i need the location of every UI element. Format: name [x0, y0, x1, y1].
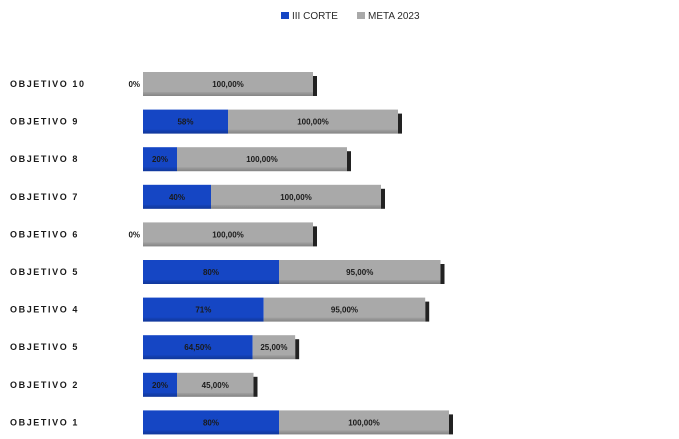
- data-label-iii-corte: 0%: [128, 80, 140, 89]
- bar-depth-shade: [381, 188, 385, 209]
- data-label-meta-2023: 95,00%: [346, 268, 373, 277]
- legend-label-iii-corte: III CORTE: [292, 11, 338, 22]
- data-label-iii-corte: 0%: [128, 230, 140, 239]
- bar-bottom-shade: [143, 355, 296, 360]
- bar-data-labels: 0% 100,00% 58% 100,00% 20% 100,00% 40% 100,00% 0…: [128, 80, 379, 427]
- bar-depth-shade: [449, 414, 453, 435]
- legend-label-meta-2023: META 2023: [368, 11, 420, 22]
- category-label: OBJETIVO 9: [10, 117, 79, 127]
- data-label-meta-2023: 95,00%: [331, 306, 358, 315]
- legend-swatch-meta-2023: [357, 12, 365, 19]
- data-label-iii-corte: 71%: [195, 306, 211, 315]
- category-label: OBJETIVO 1: [10, 417, 79, 427]
- category-label: OBJETIVO 7: [10, 192, 79, 202]
- legend-swatch-iii-corte: [281, 12, 289, 19]
- bar-depth-shade: [253, 376, 258, 397]
- data-label-meta-2023: 100,00%: [212, 80, 244, 89]
- data-label-iii-corte: 80%: [203, 268, 219, 277]
- bar-bottom-shade: [143, 317, 426, 322]
- category-label: OBJETIVO 5: [10, 342, 79, 352]
- data-label-iii-corte: 58%: [177, 118, 193, 127]
- category-label: OBJETIVO 5: [10, 267, 79, 277]
- bar-bottom-shade: [143, 92, 313, 96]
- category-label: OBJETIVO 10: [10, 79, 86, 89]
- data-label-meta-2023: 25,00%: [260, 343, 287, 352]
- data-label-meta-2023: 100,00%: [297, 118, 329, 127]
- legend-item-meta-2023: META 2023: [357, 11, 420, 22]
- bar-bottom-shade: [143, 430, 449, 435]
- category-label: OBJETIVO 4: [10, 305, 79, 315]
- category-label: OBJETIVO 8: [10, 154, 79, 164]
- bar-bottom-shade: [143, 129, 398, 134]
- data-label-iii-corte: 20%: [152, 155, 168, 164]
- bar-depth-shade: [440, 264, 445, 284]
- data-label-meta-2023: 100,00%: [280, 193, 312, 202]
- bar-bottom-shade: [143, 204, 381, 209]
- data-label-meta-2023: 45,00%: [202, 381, 229, 390]
- category-axis-labels: OBJETIVO 10 OBJETIVO 9 OBJETIVO 8 OBJETIVO …: [10, 79, 86, 427]
- data-label-meta-2023: 100,00%: [348, 418, 380, 427]
- bar-depth-shade: [313, 76, 317, 96]
- data-label-iii-corte: 80%: [203, 418, 219, 427]
- data-label-iii-corte: 64,50%: [184, 343, 211, 352]
- bar-depth-shade: [347, 151, 351, 172]
- data-label-meta-2023: 100,00%: [212, 230, 244, 239]
- bar-depth-shade: [313, 226, 317, 247]
- data-label-iii-corte: 20%: [152, 381, 168, 390]
- bar-bottom-shade: [143, 242, 313, 247]
- bar-depth-shade: [295, 339, 300, 360]
- legend-item-iii-corte: III CORTE: [281, 11, 338, 22]
- bar-bottom-shade: [143, 392, 254, 397]
- data-label-meta-2023: 100,00%: [246, 155, 278, 164]
- bar-depth-shade: [425, 301, 430, 322]
- legend: III CORTE META 2023: [281, 11, 420, 22]
- category-label: OBJETIVO 2: [10, 380, 79, 390]
- category-label: OBJETIVO 6: [10, 229, 79, 239]
- data-label-iii-corte: 40%: [169, 193, 185, 202]
- bar-bottom-shade: [143, 167, 347, 172]
- bar-bottom-shade: [143, 280, 441, 284]
- bars: [143, 72, 453, 435]
- bar-depth-shade: [398, 113, 402, 134]
